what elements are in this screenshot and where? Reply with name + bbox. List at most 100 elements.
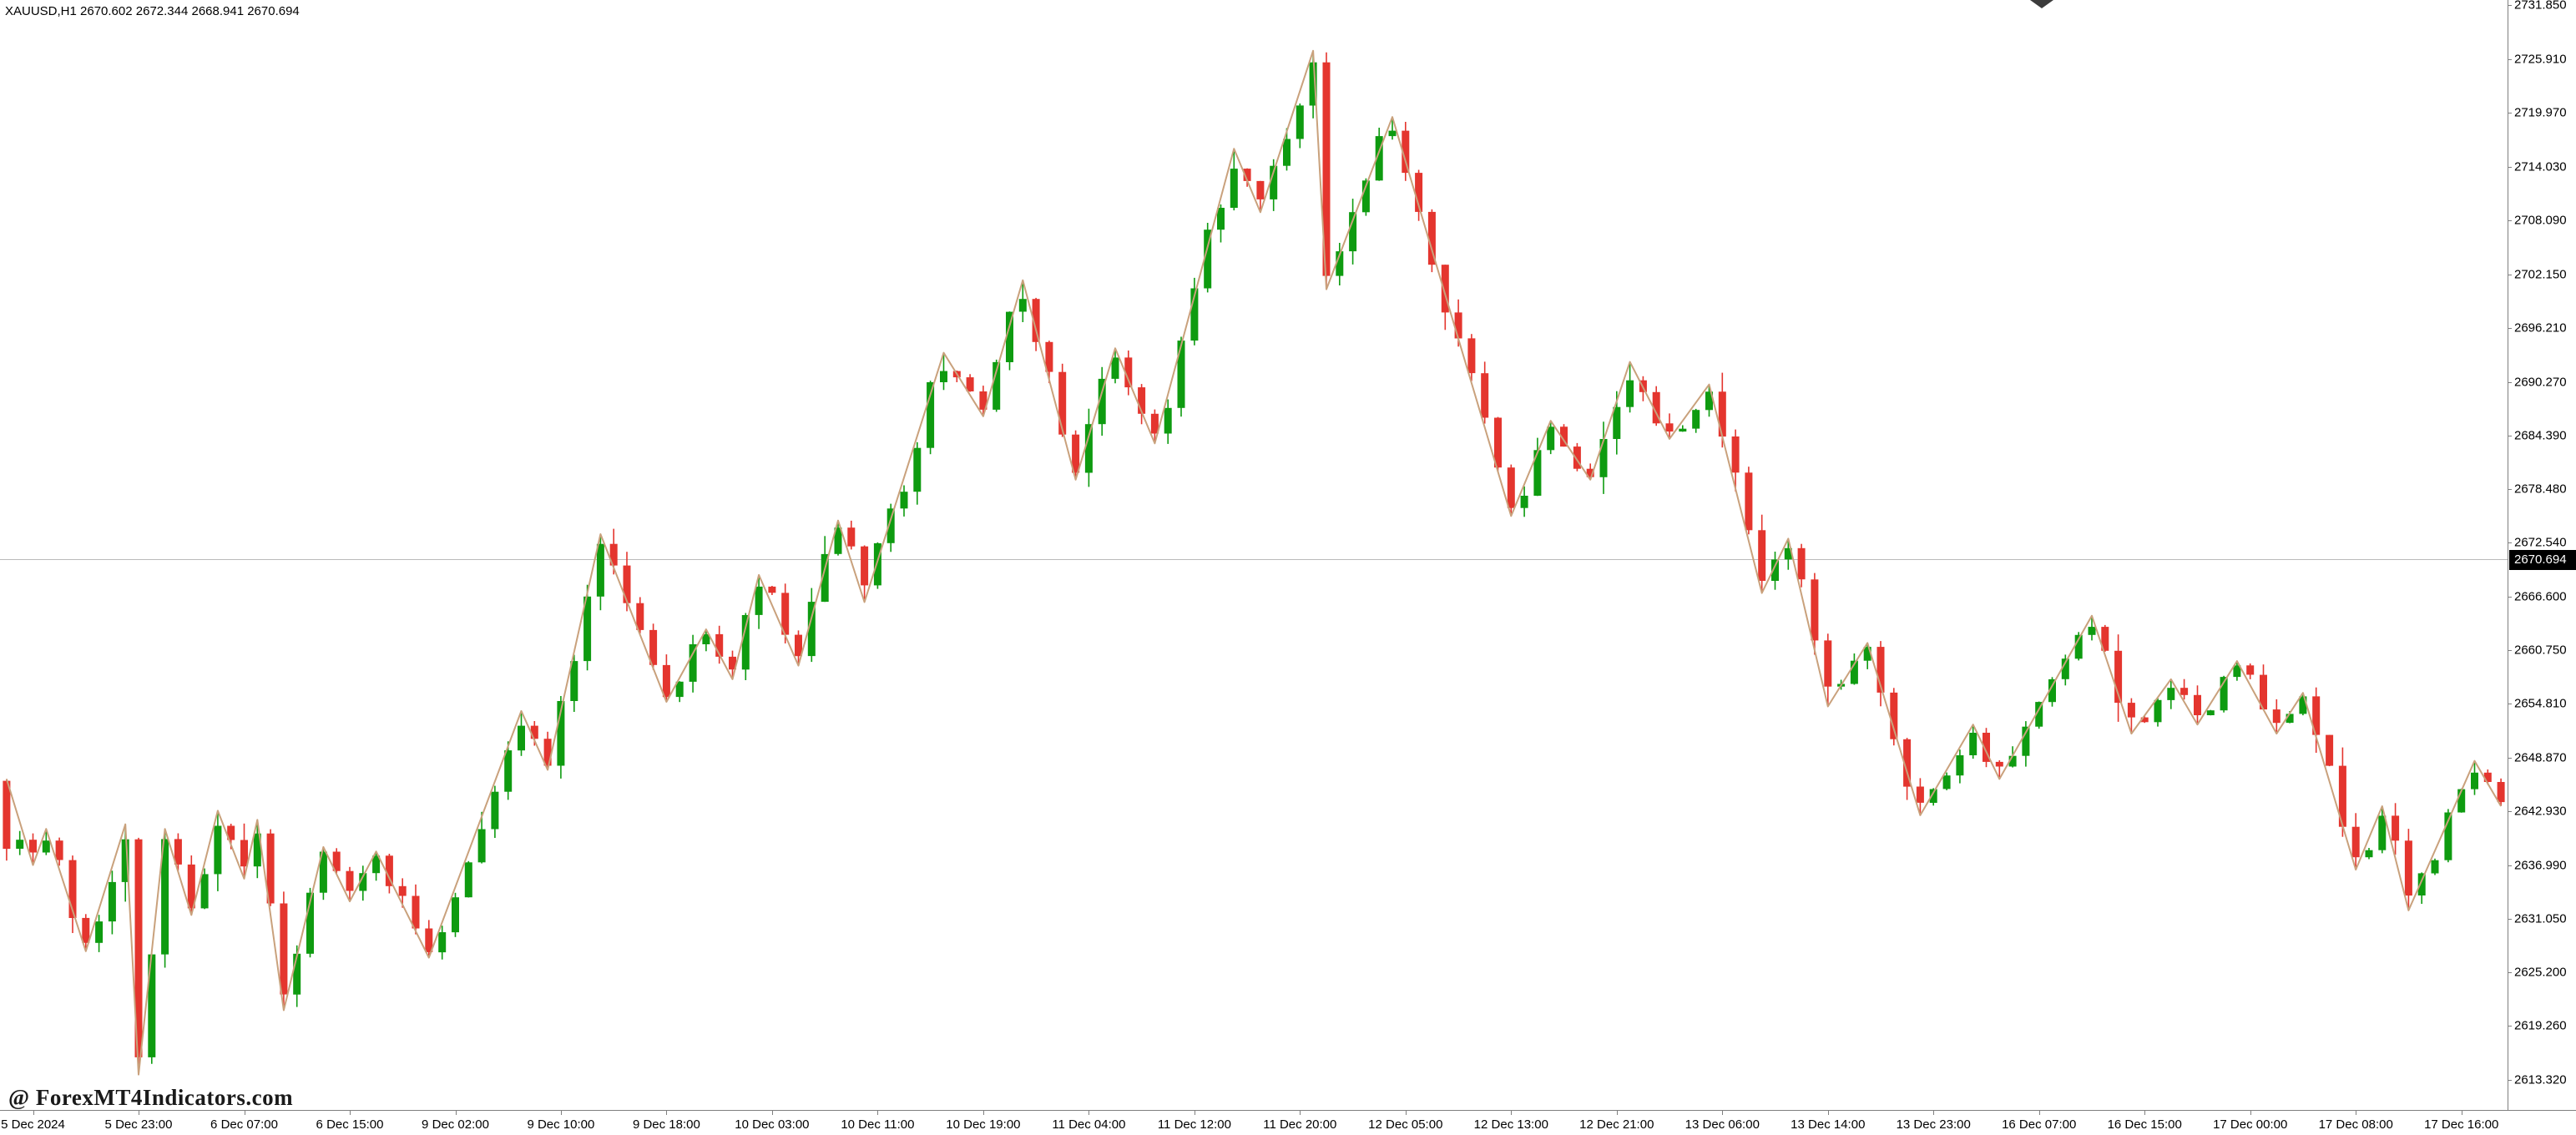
candle-body [1058,371,1067,435]
bear-candle [2180,678,2189,700]
candle-body [306,892,314,954]
candle-body [2008,755,2017,767]
price-axis-tick [2508,971,2512,973]
candle-body [1811,579,1819,641]
time-axis[interactable]: 5 Dec 2024 5 Dec 23:00 6 Dec 07:00 6 Dec 15… [0,1110,2576,1135]
candle-body [240,840,248,867]
candle-body [1032,299,1040,342]
candle-body [1467,338,1476,374]
candle-body [2392,815,2400,841]
bear-candle [1072,430,1080,480]
bull-candle [834,520,842,556]
time-axis-tick [1722,1111,1724,1115]
bear-candle [1243,168,1251,187]
zigzag-indicator-line [5,49,2502,1076]
candle-body [2233,665,2241,678]
price-axis-label: 2648.870 [2514,750,2567,765]
bull-candle [1679,425,1687,432]
price-axis-tick [2508,757,2512,759]
bull-candle [1520,486,1528,517]
bull-candle [2035,701,2043,729]
candle-body [1652,391,1660,424]
candle-body [636,603,644,630]
candle-body [1718,391,1726,437]
time-axis-label: 9 Dec 02:00 [422,1117,489,1132]
time-axis-label: 17 Dec 16:00 [2424,1117,2499,1132]
candle-body [452,897,459,933]
candle-body [993,361,1001,410]
bull-candle [1850,653,1858,685]
candle-body [1349,212,1357,252]
candle-body [266,833,275,904]
candle-body [1705,391,1713,411]
bull-candle [1111,348,1119,384]
candle-body [623,565,631,603]
candle-body [1084,424,1093,473]
candle-body [1361,180,1370,213]
candle-body [253,833,261,867]
candle-body [2180,688,2189,695]
bear-candle [2260,664,2267,710]
candlestick-chart[interactable] [0,0,2508,1110]
candle-body [913,447,922,492]
price-axis-label: 2684.390 [2514,428,2567,443]
candle-body [729,656,736,670]
bear-candle [636,597,644,633]
bull-candle [452,892,459,937]
candle-body [2206,710,2215,715]
candle-body [886,508,895,543]
bear-candle [1876,641,1885,707]
candle-body [55,840,63,860]
candle-body [1454,312,1462,339]
price-axis-label: 2708.090 [2514,213,2567,228]
candle-body [1731,436,1740,473]
candle-body [2127,703,2135,718]
candle-body [2048,678,2056,703]
bear-candle [1322,52,1331,290]
time-axis-label: 16 Dec 15:00 [2107,1117,2182,1132]
bull-candle [1388,117,1397,140]
candle-body [1045,341,1053,372]
price-axis[interactable]: 2670.694 2731.850 2725.910 2719.970 2714.03… [2508,0,2576,1110]
bull-candle [1771,552,1779,590]
bull-candle [1863,643,1871,669]
bear-candle [1573,442,1581,472]
candle-body [715,633,724,657]
bear-candle [1124,351,1133,396]
candle-body [108,881,116,922]
candle-body [82,917,90,943]
bull-candle [1164,399,1172,444]
bull-candle [253,820,261,879]
candle-body [741,615,750,670]
candle-body [2194,694,2201,715]
bull-candle [1204,223,1212,293]
bear-candle [1507,464,1515,517]
candle-body [1771,559,1779,581]
time-axis-label: 10 Dec 19:00 [946,1117,1021,1132]
bear-candle [1665,413,1674,439]
candle-body [2035,702,2043,727]
candle-body [1784,547,1792,560]
candle-body [1995,761,2003,767]
candle-body [649,629,658,665]
candle-body [293,953,301,995]
candle-body [1983,733,1990,762]
chart-shift-marker[interactable] [2030,0,2053,8]
candle-body [1415,173,1423,212]
time-axis-label: 10 Dec 11:00 [841,1117,915,1132]
candle-body [1150,413,1159,434]
candle-body [1375,136,1383,181]
candle-body [1427,211,1436,265]
price-axis-tick [2508,542,2512,544]
candle-body [2431,860,2439,874]
bear-candle [174,833,182,871]
time-axis-tick [771,1111,773,1115]
bull-candle [993,359,1001,412]
candle-body [834,527,842,554]
candle-body [2497,782,2505,803]
bull-candle [1375,128,1383,181]
time-axis-tick [982,1111,984,1115]
bull-candle [477,811,486,864]
time-axis-label: 12 Dec 05:00 [1368,1117,1443,1132]
candle-body [807,602,816,657]
